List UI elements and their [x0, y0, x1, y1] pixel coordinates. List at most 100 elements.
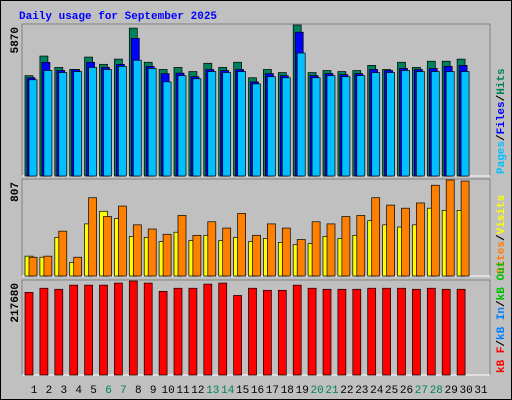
bar: [456, 288, 466, 376]
x-tick-label: 10: [161, 385, 174, 397]
bar: [263, 289, 272, 376]
bar: [177, 75, 187, 177]
bar: [192, 78, 202, 177]
bar: [103, 216, 112, 277]
bar: [416, 202, 425, 277]
bar: [58, 72, 68, 177]
x-tick-label: 26: [400, 385, 413, 397]
legend: kB F/kB In/kB Out: [496, 261, 508, 373]
bar: [237, 213, 246, 277]
bar: [341, 216, 351, 277]
bar: [73, 256, 83, 277]
bar: [311, 77, 321, 177]
bar: [386, 72, 395, 177]
x-tick-label: 4: [75, 385, 82, 397]
x-tick-label: 18: [281, 385, 294, 397]
x-tick-label: 2: [46, 385, 53, 397]
bar: [162, 233, 172, 277]
bar: [267, 76, 276, 177]
legend-entry: Files: [496, 101, 508, 134]
bar: [43, 70, 53, 177]
bar: [143, 282, 153, 376]
bar: [367, 287, 377, 376]
bar: [281, 227, 291, 277]
x-tick-label: 27: [415, 385, 428, 397]
x-tick-label: 20: [310, 385, 323, 397]
bar: [43, 255, 53, 277]
x-tick-label: 28: [430, 385, 443, 397]
bar: [88, 67, 97, 177]
bar: [207, 71, 217, 177]
bar: [222, 227, 232, 277]
bar: [147, 68, 157, 177]
bar: [277, 289, 287, 376]
x-tick-label: 22: [340, 385, 353, 397]
bar: [401, 70, 410, 177]
bar: [397, 287, 406, 376]
bar: [54, 288, 64, 376]
legend-entry: Hits: [496, 68, 508, 94]
y-tick-label: 5870: [10, 27, 22, 53]
legend-separator: /: [496, 94, 508, 101]
x-tick-label: 14: [221, 385, 235, 397]
bar: [356, 75, 366, 177]
bar: [311, 221, 321, 277]
x-tick-label: 6: [105, 385, 112, 397]
bar: [322, 288, 332, 376]
bar: [177, 215, 187, 277]
bar: [292, 284, 302, 376]
bar: [337, 288, 347, 376]
legend-entry: Sites: [496, 241, 508, 274]
bar: [352, 288, 362, 376]
bar: [28, 256, 38, 277]
x-tick-label: 31: [474, 385, 488, 397]
bar: [73, 71, 83, 177]
bar: [371, 72, 381, 177]
legend-entry: kB F: [496, 347, 508, 373]
bar: [162, 81, 172, 177]
bar: [445, 179, 455, 277]
bar: [88, 197, 97, 277]
bar: [401, 207, 410, 277]
x-tick-label: 7: [120, 385, 127, 397]
bar: [416, 71, 425, 177]
bar: [371, 197, 381, 277]
bar: [412, 288, 421, 376]
x-tick-label: 25: [385, 385, 398, 397]
bar: [326, 75, 336, 177]
x-tick-label: 17: [266, 385, 279, 397]
legend-entry: Pages: [496, 141, 508, 174]
bar: [430, 71, 440, 177]
x-tick-label: 30: [459, 385, 472, 397]
x-tick-label: 1: [31, 385, 38, 397]
x-tick-label: 23: [355, 385, 368, 397]
x-tick-label: 24: [370, 385, 384, 397]
bar: [426, 287, 436, 376]
x-tick-label: 8: [135, 385, 142, 397]
x-tick-label: 9: [150, 385, 157, 397]
chart-title: Daily usage for September 2025: [19, 11, 217, 23]
x-tick-label: 5: [90, 385, 97, 397]
x-tick-label: 29: [445, 385, 458, 397]
bar: [430, 184, 440, 277]
bar: [69, 284, 79, 376]
bar: [445, 71, 455, 177]
bar: [281, 77, 291, 177]
bar: [307, 287, 317, 376]
bar: [341, 76, 351, 177]
bar: [158, 290, 168, 376]
legend-entry: Visits: [496, 195, 508, 235]
bar: [118, 66, 127, 177]
legend: Sites/Visits: [496, 195, 508, 274]
bar: [84, 284, 93, 376]
bar: [207, 221, 217, 277]
x-tick-label: 13: [206, 385, 219, 397]
bar: [460, 71, 470, 177]
bar: [382, 287, 391, 376]
bar: [252, 234, 261, 277]
legend-separator: /: [496, 134, 508, 141]
bar: [118, 205, 127, 277]
legend-entry: kB In: [496, 307, 508, 340]
bar: [222, 72, 232, 177]
y-tick-label: 807: [10, 182, 22, 202]
